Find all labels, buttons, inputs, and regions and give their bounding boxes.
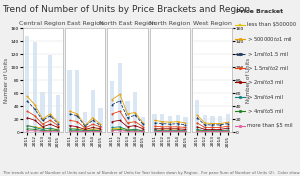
Text: more than $5 mil: more than $5 mil <box>247 123 293 128</box>
Title: North East Region: North East Region <box>99 21 156 26</box>
Bar <box>168 116 172 132</box>
Title: East Region: East Region <box>67 21 103 26</box>
Title: North Region: North Region <box>149 21 190 26</box>
Bar <box>91 90 95 132</box>
Title: West Region: West Region <box>193 21 232 26</box>
Text: less than $500000: less than $500000 <box>247 22 296 27</box>
Text: > $1 mil to $1.5 mil: > $1 mil to $1.5 mil <box>247 49 290 58</box>
Bar <box>226 114 230 132</box>
Bar <box>195 100 199 132</box>
Y-axis label: Number of Units: Number of Units <box>246 58 251 103</box>
Bar <box>176 115 180 132</box>
Bar <box>56 95 60 132</box>
Text: > $2 mil to $3 mil: > $2 mil to $3 mil <box>247 78 284 86</box>
Bar <box>83 112 87 132</box>
Title: Central Region: Central Region <box>19 21 66 26</box>
Bar <box>75 70 80 132</box>
Bar <box>40 92 45 132</box>
Text: The trends of sum of Number of Units and sum of Number of Units for Year broken : The trends of sum of Number of Units and… <box>3 171 300 175</box>
Bar <box>183 117 188 132</box>
Bar <box>141 117 145 132</box>
Text: > $500000 to $1 mil: > $500000 to $1 mil <box>247 35 293 43</box>
Bar <box>48 55 52 132</box>
Bar <box>68 70 72 132</box>
Text: Price Bracket: Price Bracket <box>236 9 283 14</box>
Bar <box>118 62 122 132</box>
Bar <box>110 81 114 132</box>
Text: > $3 mil to $4 mil: > $3 mil to $4 mil <box>247 93 284 101</box>
Text: > $1.5 mil to $2 mil: > $1.5 mil to $2 mil <box>247 64 289 72</box>
Y-axis label: Number of Units: Number of Units <box>4 58 9 103</box>
Bar <box>210 116 214 132</box>
Bar <box>98 108 103 132</box>
Bar <box>202 115 207 132</box>
Text: > $4 mil to $5 mil: > $4 mil to $5 mil <box>247 107 284 115</box>
Bar <box>133 92 137 132</box>
Text: Trend of Number of Units by Price Brackets and Region: Trend of Number of Units by Price Bracke… <box>2 5 250 14</box>
Bar <box>125 102 130 132</box>
Bar <box>160 114 164 132</box>
Bar <box>25 36 29 132</box>
Bar <box>33 42 37 132</box>
Bar <box>152 114 157 132</box>
Bar <box>218 117 222 132</box>
